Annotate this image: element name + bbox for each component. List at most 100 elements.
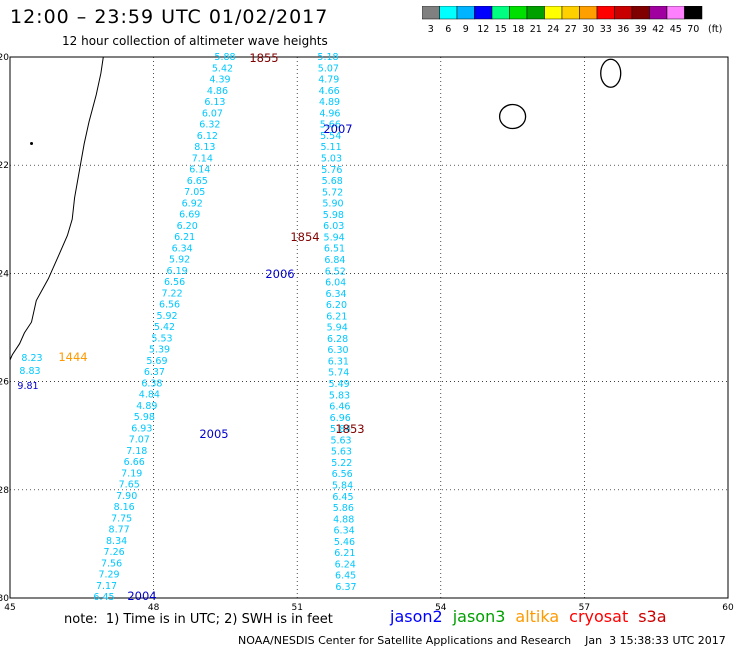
swh-value: 5.94 — [324, 232, 345, 243]
time-label: 2007 — [323, 122, 352, 136]
colorbar-label: 21 — [530, 24, 542, 35]
colorbar-label: 24 — [547, 24, 559, 35]
swh-value: 6.37 — [144, 367, 165, 378]
swh-value: 5.39 — [149, 345, 170, 356]
island-mauritius — [600, 58, 622, 88]
swh-value: 5.07 — [318, 63, 339, 74]
swh-value: 6.66 — [124, 457, 145, 468]
swh-value: 7.56 — [101, 558, 122, 569]
swh-value: 8.77 — [109, 525, 130, 536]
swh-value: 6.19 — [167, 266, 188, 277]
swh-value: 7.14 — [192, 153, 213, 164]
colorbar-label: 33 — [600, 24, 612, 35]
swh-value: 6.31 — [328, 356, 349, 367]
swh-value: 8.13 — [194, 142, 215, 153]
x-tick-label: 60 — [722, 603, 734, 613]
swh-value: 5.53 — [151, 333, 172, 344]
swh-value: 5.42 — [212, 63, 233, 74]
swh-value: 6.52 — [325, 266, 346, 277]
swh-value: 6.51 — [324, 244, 345, 255]
swh-value: 6.34 — [172, 243, 193, 254]
swh-value: 5.11 — [320, 142, 341, 153]
swh-value: 9.81 — [17, 381, 38, 392]
swh-value: 5.63 — [330, 435, 351, 446]
swh-value: 5.92 — [169, 255, 190, 266]
y-tick-label: -28 — [0, 486, 9, 496]
swh-value: 5.98 — [323, 210, 344, 221]
y-tick-label: -22 — [0, 161, 9, 171]
colorbar-label: 12 — [477, 24, 489, 35]
swh-value: 6.28 — [327, 334, 348, 345]
swh-value: 6.92 — [182, 198, 203, 209]
swh-value: 6.03 — [323, 221, 344, 232]
swh-value: 4.79 — [318, 75, 339, 86]
swh-value: 5.03 — [321, 153, 342, 164]
swh-value: 6.34 — [334, 526, 355, 537]
swh-value: 5.54 — [320, 131, 341, 142]
swh-value: 5.46 — [334, 537, 355, 548]
swh-value: 6.56 — [332, 469, 353, 480]
chart-title: 12:00 – 23:59 UTC 01/02/2017 — [10, 6, 329, 28]
swh-value: 6.84 — [324, 255, 345, 266]
x-tick-label: 54 — [435, 603, 447, 613]
swh-value: 5.98 — [134, 412, 155, 423]
swh-value: 7.26 — [104, 547, 125, 558]
colorbar-label: 39 — [635, 24, 647, 35]
swh-value: 4.86 — [207, 86, 228, 97]
x-tick-label: 45 — [4, 603, 15, 613]
swh-value: 6.56 — [164, 277, 185, 288]
satellite-legend: jason2 jason3 altika cryosat s3a — [390, 607, 677, 626]
swh-value: 7.75 — [111, 513, 132, 524]
swh-value: 6.20 — [177, 221, 198, 232]
swh-value: 4.39 — [209, 75, 230, 86]
swh-value: 5.84 — [332, 481, 353, 492]
swh-value: 7.22 — [161, 288, 182, 299]
time-label: 1855 — [249, 51, 278, 65]
swh-value: 6.46 — [329, 402, 350, 413]
satellite-legend-item: s3a — [638, 607, 667, 626]
colorbar-label: 18 — [512, 24, 524, 35]
swh-value: 6.45 — [332, 492, 353, 503]
swh-value: 4.89 — [319, 97, 340, 108]
swh-value: 5.74 — [328, 368, 349, 379]
x-tick-label: 51 — [291, 603, 302, 613]
swh-value: 6.21 — [326, 311, 347, 322]
x-tick-label: 57 — [579, 603, 590, 613]
swh-value: 5.22 — [331, 458, 352, 469]
satellite-legend-item: cryosat — [569, 607, 629, 626]
satellite-legend-item: jason2 — [390, 607, 443, 626]
swh-value: 5.84 — [330, 424, 351, 435]
swh-value: 5.92 — [156, 311, 177, 322]
swh-value: 6.32 — [199, 120, 220, 131]
coastline — [9, 56, 104, 361]
y-tick-label: -30 — [0, 594, 9, 604]
colorbar-label: 36 — [617, 24, 629, 35]
swh-value: 6.07 — [202, 108, 223, 119]
swh-value: 5.68 — [322, 176, 343, 187]
satellite-legend-item: altika — [515, 607, 560, 626]
swh-value: 7.05 — [184, 187, 205, 198]
colorbar-swatch — [684, 6, 703, 20]
y-tick-label: -24 — [0, 269, 9, 279]
swh-value: 5.76 — [321, 165, 342, 176]
swh-value: 5.69 — [146, 356, 167, 367]
time-label: 1853 — [335, 422, 364, 436]
swh-value: 6.93 — [131, 423, 152, 434]
swh-value: 7.17 — [96, 581, 117, 592]
colorbar-label: 42 — [652, 24, 664, 35]
swh-value: 6.21 — [334, 548, 355, 559]
swh-value: 5.94 — [327, 323, 348, 334]
swh-value: 8.34 — [106, 536, 127, 547]
time-label: 2006 — [265, 267, 294, 281]
colorbar-label: 9 — [463, 24, 469, 35]
swh-value: 6.21 — [174, 232, 195, 243]
swh-value: 5.86 — [333, 503, 354, 514]
map-frame — [9, 56, 729, 599]
footer-note: note: 1) Time is in UTC; 2) SWH is in fe… — [64, 612, 333, 627]
swh-value: 8.23 — [21, 353, 42, 364]
swh-value: 7.29 — [98, 570, 119, 581]
swh-value: 5.72 — [322, 187, 343, 198]
swh-value: 6.69 — [179, 210, 200, 221]
chart-subtitle: 12 hour collection of altimeter wave hei… — [62, 34, 328, 48]
